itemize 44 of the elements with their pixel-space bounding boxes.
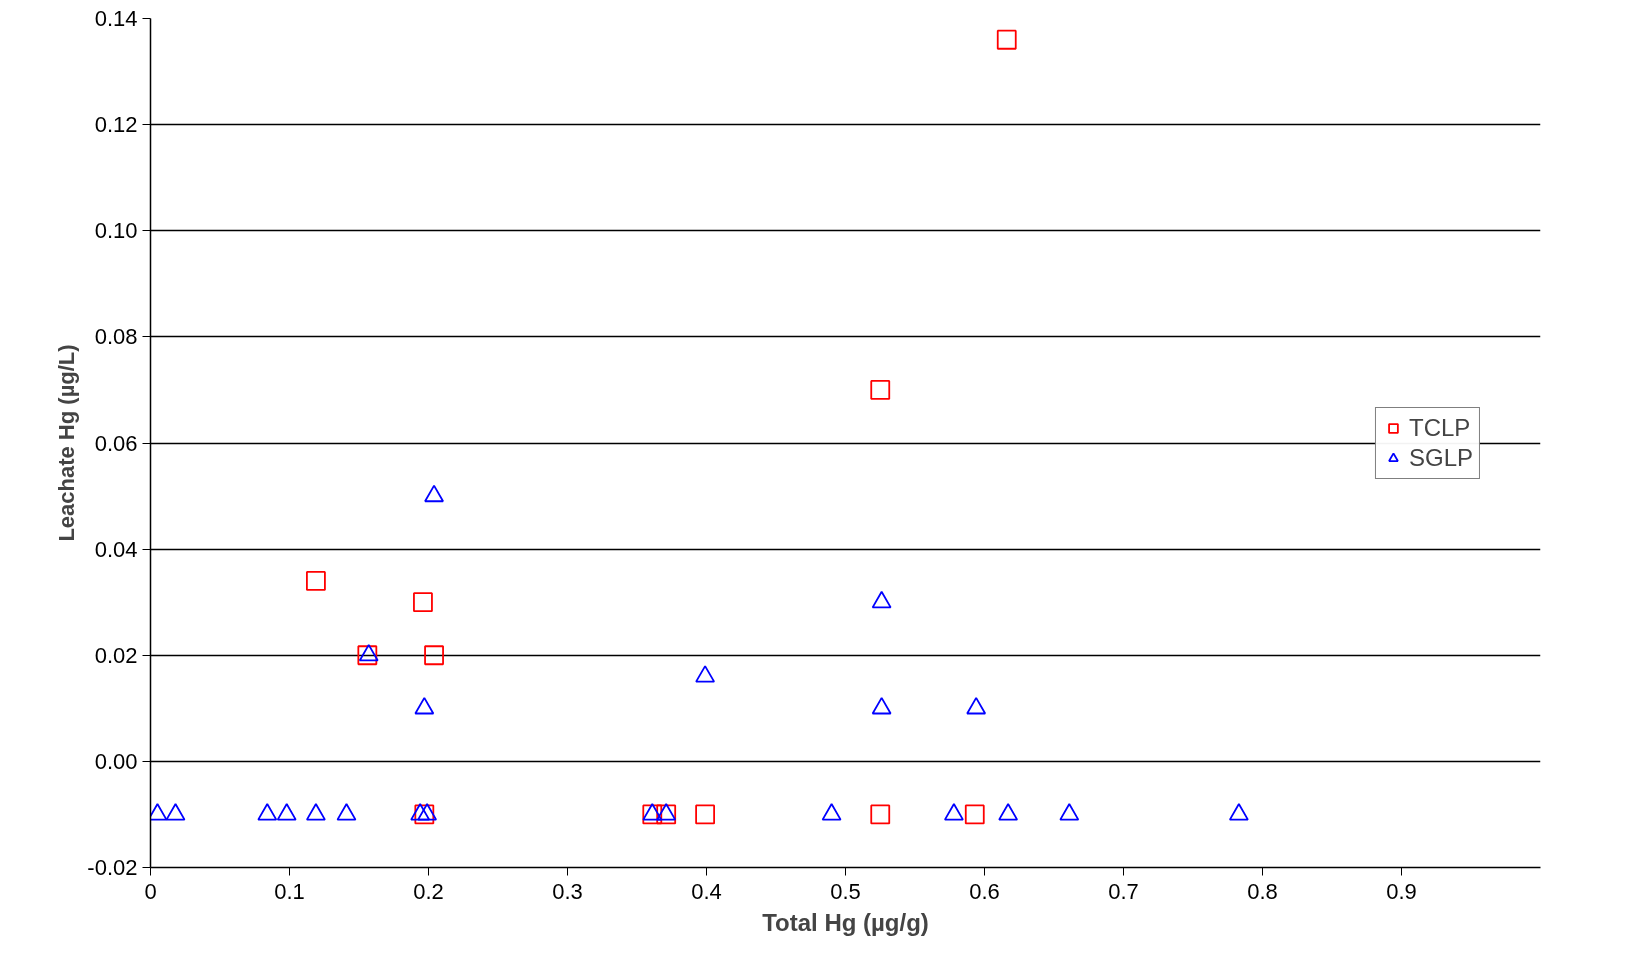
point: [998, 803, 1019, 821]
x-tick-label: 0.8: [1247, 878, 1278, 904]
point: [871, 697, 892, 715]
legend-label: TCLP: [1408, 413, 1471, 442]
point: [966, 697, 987, 715]
point: [1228, 803, 1249, 821]
point: [821, 803, 842, 821]
x-axis-title: Total Hg (µg/g): [762, 908, 929, 936]
x-tick-label: 0: [144, 878, 157, 904]
legend-label: SGLP: [1408, 443, 1473, 472]
x-tick-label: 0.5: [830, 878, 861, 904]
x-tick-label: 0.4: [691, 878, 722, 904]
point: [414, 697, 435, 715]
point: [276, 803, 297, 821]
y-axis-title: Leachate Hg (µg/L): [54, 344, 80, 542]
x-tick-label: 0.2: [413, 878, 444, 904]
point: [306, 803, 326, 821]
point: [306, 571, 326, 591]
x-tick-label: 0.1: [274, 878, 305, 904]
point: [165, 803, 186, 821]
y-tick-label: 0.12: [94, 112, 138, 138]
y-tick-label: 0.02: [94, 642, 138, 668]
point: [1059, 803, 1080, 821]
y-tick-label: 0.08: [94, 324, 138, 350]
point: [695, 665, 716, 683]
y-tick-label: -0.02: [87, 855, 138, 880]
y-tick-label: 0.06: [94, 430, 138, 456]
y-tick-label: 0.10: [94, 218, 138, 244]
point: [257, 803, 278, 821]
point: [996, 29, 1017, 50]
x-tick-label: 0.7: [1108, 878, 1139, 904]
point: [336, 803, 357, 821]
point: [944, 803, 964, 821]
y-tick-label: 0.00: [94, 748, 138, 774]
point: [424, 484, 444, 503]
point: [871, 590, 892, 609]
y-tick-label: 0.04: [94, 536, 138, 562]
point: [410, 803, 431, 821]
y-tick-label: 0.14: [94, 6, 138, 31]
point: [870, 380, 891, 400]
x-tick-label: 0.3: [552, 878, 583, 904]
point: [358, 643, 379, 662]
x-tick-label: 0.6: [969, 878, 1000, 904]
x-tick-label: 0.9: [1386, 878, 1417, 904]
